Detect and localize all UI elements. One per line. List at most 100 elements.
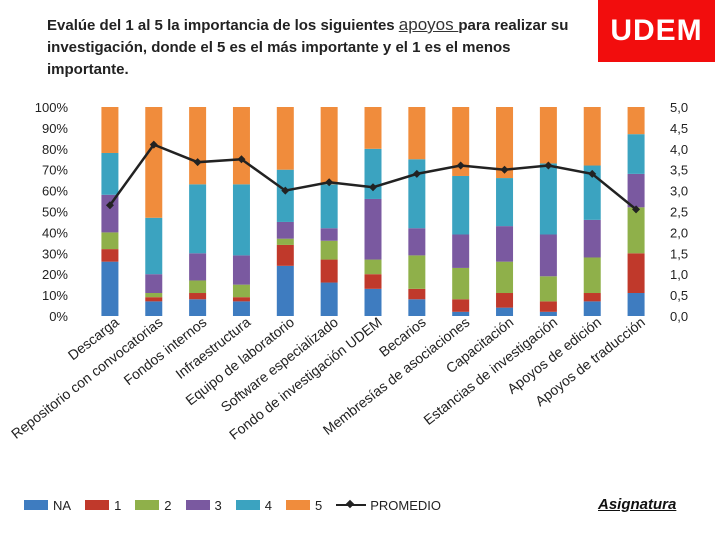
y-right-tick-label: 1,0	[670, 267, 688, 282]
bar-segment-2	[364, 259, 382, 275]
y-left-tick-label: 70%	[42, 163, 68, 178]
legend-item-3: 3	[185, 497, 222, 513]
promedio-marker	[193, 158, 202, 167]
bar-segment-4	[145, 217, 163, 275]
bar-segment-1	[364, 274, 382, 289]
chart-legend: NA 1 2 3 4 5 PROMEDIO	[24, 495, 455, 515]
bar-segment-5	[145, 107, 163, 218]
bar-segment-2	[452, 267, 470, 300]
y-right-tick-label: 5,0	[670, 100, 688, 115]
y-left-tick-label: 80%	[42, 142, 68, 157]
bar-segment-4	[364, 148, 382, 199]
legend-swatch	[135, 500, 160, 510]
legend-label: 2	[164, 497, 172, 513]
promedio-marker	[281, 186, 290, 195]
legend-item-5: 5	[286, 498, 322, 513]
legend-label: 3	[214, 497, 222, 513]
y-right-tick-label: 4,5	[670, 121, 688, 136]
bar-segment-3	[627, 173, 645, 208]
bar-segment-2	[189, 280, 207, 294]
bar-segment-4	[539, 163, 557, 235]
legend-item-promedio: PROMEDIO	[336, 498, 441, 513]
bar-segment-2	[583, 257, 601, 294]
promedio-marker	[105, 201, 114, 210]
promedio-marker	[237, 155, 246, 164]
legend-label: NA	[53, 497, 72, 513]
bar-segment-3	[452, 234, 470, 268]
legend-label: 5	[315, 497, 323, 513]
bar-segment-2	[232, 284, 250, 298]
bar-segment-5	[627, 107, 645, 135]
legend-swatch	[286, 500, 310, 510]
bar-segment-1	[232, 297, 250, 302]
bar-segment-4	[408, 159, 426, 229]
bar-segment-5	[452, 107, 470, 176]
bar-segment-1	[189, 293, 207, 300]
bar-segment-1	[452, 299, 470, 312]
y-left-tick-label: 10%	[42, 288, 68, 303]
legend-label: 1	[114, 497, 122, 513]
y-right-tick-label: 0,0	[670, 309, 688, 324]
bar-segment-na	[583, 301, 601, 316]
promedio-marker	[544, 161, 553, 170]
bar-segment-na	[320, 282, 338, 316]
bar-segment-4	[232, 184, 250, 256]
y-left-tick-label: 50%	[42, 205, 68, 220]
legend-item-na: NA	[24, 498, 71, 513]
promedio-marker	[456, 161, 465, 170]
bar-segment-na	[145, 301, 163, 316]
bar-segment-5	[583, 107, 601, 166]
bar-segment-2	[539, 276, 557, 302]
bar-segment-2	[408, 255, 426, 289]
legend-swatch	[24, 500, 48, 510]
bar-segment-4	[452, 175, 470, 235]
bar-segment-1	[145, 297, 163, 302]
bar-segment-5	[364, 107, 382, 149]
y-left-tick-label: 100%	[35, 100, 69, 115]
bar-segment-3	[101, 194, 119, 233]
promedio-marker	[369, 183, 377, 192]
title-highlight: apoyos	[398, 15, 459, 34]
bar-segment-na	[276, 265, 294, 316]
title-part2: para realizar su investigación, donde el…	[47, 17, 569, 78]
bar-segment-na	[408, 299, 426, 316]
legend-item-1: 1	[85, 498, 121, 513]
bar-segment-1	[627, 253, 645, 294]
bar-segment-1	[101, 249, 119, 262]
title-part1: Evalúe del 1 al 5 la importancia de los …	[47, 17, 399, 34]
y-right-tick-label: 3,5	[670, 163, 688, 178]
bar-segment-2	[101, 232, 119, 250]
bar-segment-1	[408, 288, 426, 300]
y-right-tick-label: 2,5	[670, 205, 688, 220]
bar-segment-3	[232, 255, 250, 285]
bar-segment-3	[320, 228, 338, 241]
bar-segment-na	[452, 311, 470, 316]
promedio-marker	[412, 169, 421, 178]
y-right-tick-label: 2,0	[670, 225, 688, 240]
bar-segment-1	[276, 244, 294, 266]
legend-item-2: 2	[135, 497, 172, 513]
bar-segment-5	[189, 107, 207, 185]
y-right-tick-label: 3,0	[670, 184, 688, 199]
legend-label: PROMEDIO	[370, 497, 442, 513]
bar-segment-4	[320, 184, 338, 229]
y-left-tick-label: 20%	[42, 267, 68, 282]
bar-segment-na	[539, 311, 557, 316]
bar-segment-4	[583, 165, 601, 220]
bar-segment-3	[408, 228, 426, 256]
bar-segment-na	[101, 261, 119, 316]
legend-label: 4	[264, 497, 272, 513]
bar-segment-3	[496, 226, 514, 262]
y-left-tick-label: 40%	[42, 225, 68, 240]
bar-segment-1	[320, 259, 338, 283]
bar-segment-3	[364, 198, 382, 260]
bar-segment-3	[276, 221, 294, 239]
bar-segment-4	[627, 134, 645, 174]
legend-swatch	[235, 500, 260, 510]
y-left-tick-label: 0%	[49, 309, 68, 324]
bar-segment-2	[320, 240, 338, 260]
bar-segment-na	[627, 293, 645, 316]
bar-segment-1	[583, 293, 601, 302]
y-left-tick-label: 60%	[42, 184, 68, 199]
